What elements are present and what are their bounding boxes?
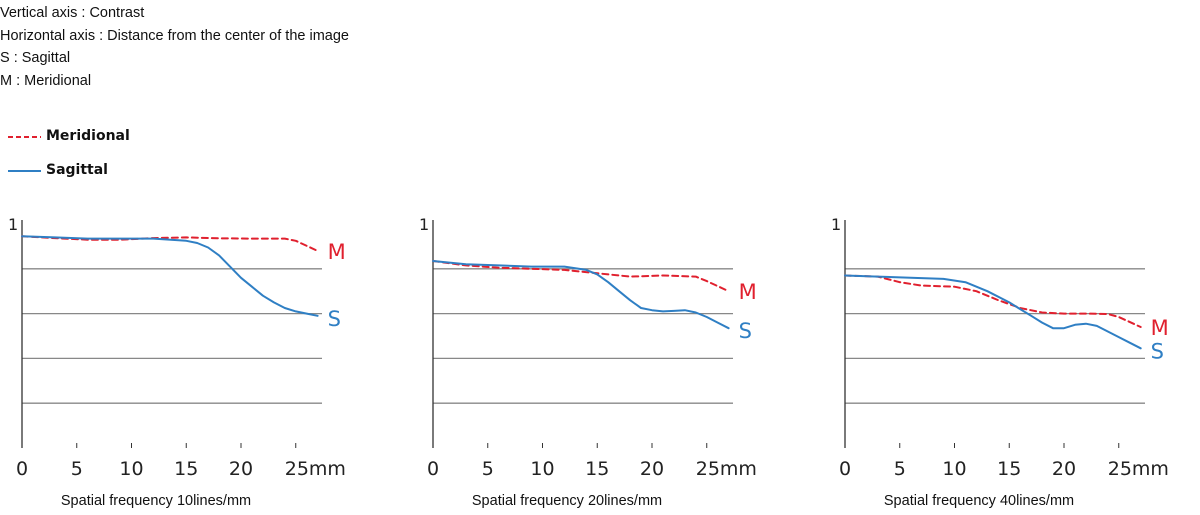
- sagittal-line: [432, 260, 730, 330]
- x-tick-label: 0: [839, 458, 851, 480]
- x-tick-label: 15: [585, 458, 609, 480]
- x-tick-label: 10: [119, 458, 143, 480]
- y-tick-label: 1: [831, 215, 841, 234]
- x-tick-label: 25mm: [1108, 458, 1169, 480]
- note-horizontal-axis: Horizontal axis : Distance from the cent…: [0, 27, 349, 44]
- legend-label-sagittal: Sagittal: [46, 162, 108, 178]
- x-tick-label: 15: [174, 458, 198, 480]
- x-tick-label: 10: [530, 458, 554, 480]
- sagittal-swatch: [8, 170, 41, 172]
- note-vertical-axis: Vertical axis : Contrast: [0, 5, 145, 21]
- x-tick-label: 0: [16, 458, 28, 480]
- x-tick-label: 20: [640, 458, 664, 480]
- meridional-line: [844, 274, 1142, 328]
- chart-notes: Vertical axis : Contrast Horizontal axis…: [0, 2, 349, 92]
- chart-title: Spatial frequency 20lines/mm: [472, 493, 662, 509]
- meridional-end-label: M: [328, 240, 346, 264]
- x-tick-label: 0: [427, 458, 439, 480]
- y-tick-label: 1: [419, 215, 429, 234]
- sagittal-end-label: S: [739, 319, 752, 343]
- chart-title: Spatial frequency 10lines/mm: [61, 493, 251, 509]
- x-tick-label: 5: [894, 458, 906, 480]
- meridional-end-label: M: [1151, 316, 1169, 340]
- x-tick-label: 25mm: [696, 458, 757, 480]
- x-tick-label: 20: [1052, 458, 1076, 480]
- sagittal-line: [21, 235, 319, 317]
- meridional-line: [432, 260, 730, 293]
- meridional-swatch: [8, 136, 41, 138]
- note-sagittal: S : Sagittal: [0, 50, 71, 66]
- y-tick-label: 1: [8, 215, 18, 234]
- sagittal-end-label: S: [1151, 339, 1164, 363]
- x-tick-label: 10: [942, 458, 966, 480]
- legend-label-meridional: Meridional: [46, 128, 130, 144]
- meridional-end-label: M: [739, 280, 757, 304]
- x-tick-label: 5: [71, 458, 83, 480]
- sagittal-line: [844, 274, 1142, 350]
- x-tick-label: 20: [229, 458, 253, 480]
- x-tick-label: 15: [997, 458, 1021, 480]
- note-meridional: M : Meridional: [0, 72, 92, 89]
- sagittal-end-label: S: [328, 307, 341, 331]
- x-tick-label: 5: [482, 458, 494, 480]
- chart-title: Spatial frequency 40lines/mm: [884, 493, 1074, 509]
- x-tick-label: 25mm: [285, 458, 346, 480]
